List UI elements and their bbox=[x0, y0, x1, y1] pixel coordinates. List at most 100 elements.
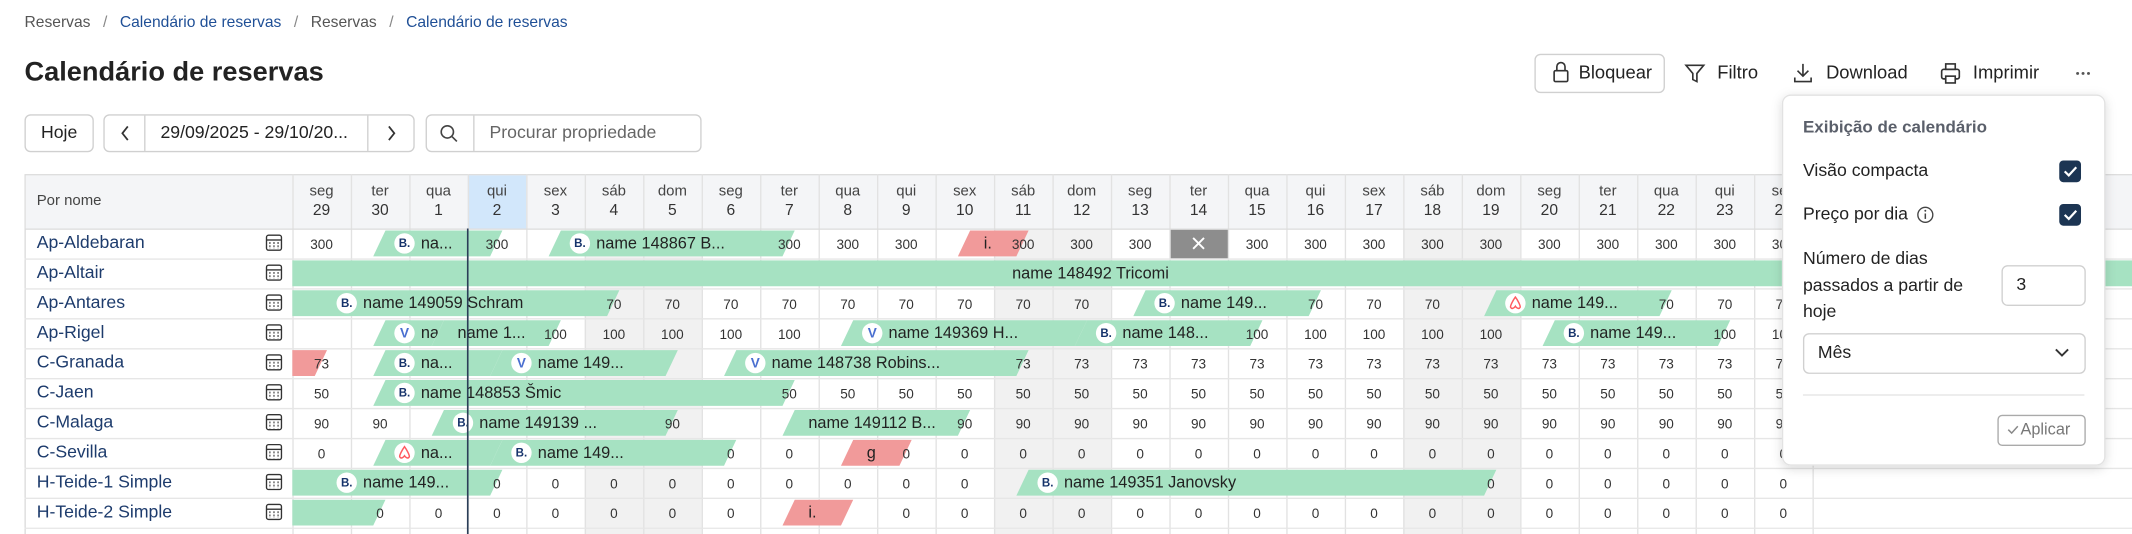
next-button[interactable] bbox=[388, 125, 396, 141]
day-label: 1 bbox=[434, 202, 443, 219]
booking[interactable]: B. name 149059 Schram bbox=[256, 290, 620, 317]
property-name[interactable]: Ap-Aldebaran bbox=[37, 232, 145, 252]
price: 0 bbox=[376, 506, 384, 521]
booking[interactable]: i. bbox=[782, 499, 854, 526]
property-name[interactable]: C-Malaga bbox=[37, 412, 114, 432]
price: 0 bbox=[902, 446, 910, 461]
booking[interactable]: na... bbox=[373, 439, 503, 466]
day-label: 4 bbox=[610, 202, 619, 219]
action-imprimir[interactable]: Imprimir bbox=[1940, 61, 2040, 84]
checkbox-check bbox=[2063, 210, 2078, 221]
booking[interactable]: B. name 149139 ... bbox=[431, 409, 678, 436]
breadcrumb[interactable]: Calendário de reservas bbox=[120, 14, 282, 31]
weekday-label: seg bbox=[1128, 183, 1152, 200]
search-icon bbox=[451, 136, 458, 142]
calendar-icon[interactable] bbox=[265, 264, 283, 281]
view-select[interactable] bbox=[1802, 333, 2086, 374]
days-input[interactable] bbox=[2001, 265, 2086, 306]
calendar-icon[interactable] bbox=[265, 234, 283, 251]
calendar-icon[interactable] bbox=[265, 324, 283, 341]
search[interactable]: Procurar propriedade bbox=[425, 114, 702, 153]
booking-label: name 149351 Janovsky bbox=[1064, 474, 1237, 492]
breadcrumb[interactable]: Calendário de reservas bbox=[406, 14, 568, 31]
booking[interactable] bbox=[256, 499, 386, 526]
action-filtro[interactable]: Filtro bbox=[1684, 61, 1758, 83]
price: 50 bbox=[1425, 387, 1441, 402]
property-name[interactable]: C-Granada bbox=[37, 352, 125, 372]
booking[interactable]: B. name 148... bbox=[1074, 320, 1263, 347]
price: 0 bbox=[1195, 446, 1203, 461]
channel-icon bbox=[1037, 472, 1058, 493]
price: 50 bbox=[1133, 387, 1149, 402]
action-download[interactable]: Download bbox=[1793, 61, 1908, 83]
booking[interactable]: B. name 148853 Šmic bbox=[373, 380, 795, 406]
price: 0 bbox=[1546, 446, 1554, 461]
price: 0 bbox=[1370, 446, 1378, 461]
booking[interactable]: B. name 149... bbox=[1542, 320, 1731, 347]
calendar-icon[interactable] bbox=[265, 294, 283, 311]
booking[interactable]: B. na... bbox=[373, 350, 503, 376]
property-name[interactable]: Ap-Antares bbox=[37, 292, 125, 312]
booking[interactable]: g bbox=[840, 439, 912, 466]
check-icon bbox=[2007, 425, 2019, 435]
booking[interactable]: name 148492 Tricomi bbox=[256, 260, 2132, 287]
breadcrumb[interactable]: Reservas bbox=[311, 14, 377, 31]
checkbox[interactable] bbox=[2059, 203, 2082, 226]
booking[interactable]: name 149... bbox=[1484, 290, 1672, 317]
checkbox[interactable] bbox=[2059, 160, 2082, 183]
more-menu[interactable] bbox=[2076, 71, 2090, 75]
button-frame bbox=[1997, 414, 2086, 446]
price: 0 bbox=[1312, 446, 1320, 461]
property-name[interactable]: H-Teide-2 Simple bbox=[37, 501, 173, 521]
property-name[interactable]: Ap-Rigel bbox=[37, 322, 105, 342]
booking[interactable]: B. na... bbox=[373, 230, 503, 257]
price: 300 bbox=[1655, 237, 1678, 252]
checkbox-box bbox=[2059, 160, 2082, 183]
day-label: 14 bbox=[1190, 202, 1208, 219]
weekday-label: dom bbox=[1476, 183, 1505, 200]
price: 300 bbox=[1713, 237, 1736, 252]
booking[interactable] bbox=[256, 350, 328, 376]
property-name[interactable]: C-Jaen bbox=[37, 382, 94, 402]
calendar-icon[interactable] bbox=[265, 503, 283, 521]
property-name[interactable]: Ap-Altair bbox=[37, 262, 105, 282]
booking[interactable]: B. name 149351 Janovsky bbox=[1016, 469, 1497, 496]
calendar-icon[interactable] bbox=[265, 443, 283, 461]
calendar-icon[interactable] bbox=[265, 354, 283, 371]
booking[interactable]: B. name 149... bbox=[1133, 290, 1321, 317]
price: 90 bbox=[314, 417, 330, 432]
price: 50 bbox=[1600, 387, 1616, 402]
channel-icon bbox=[1505, 293, 1526, 314]
price: 0 bbox=[493, 506, 501, 521]
booking-bar bbox=[431, 320, 561, 347]
price: 50 bbox=[957, 387, 973, 402]
today-button[interactable]: Hoje bbox=[24, 114, 94, 153]
property-name[interactable]: H-Teide-1 Simple bbox=[37, 471, 173, 491]
booking[interactable]: i. bbox=[957, 230, 1029, 257]
info-icon[interactable] bbox=[1917, 206, 1934, 224]
booking-bar bbox=[782, 499, 854, 526]
booking[interactable]: name 149112 B... bbox=[782, 409, 971, 436]
booking[interactable]: B. name 148867 B... bbox=[548, 230, 795, 257]
price: 0 bbox=[1253, 506, 1261, 521]
calendar-icon[interactable] bbox=[265, 473, 283, 491]
breadcrumb[interactable]: Reservas bbox=[24, 14, 90, 31]
booking[interactable]: B. name 149... bbox=[490, 439, 737, 466]
day-label: 15 bbox=[1248, 202, 1266, 219]
price: 0 bbox=[1779, 476, 1787, 491]
calendar-icon[interactable] bbox=[265, 384, 283, 401]
apply-button[interactable]: Aplicar bbox=[1997, 414, 2086, 446]
property-name[interactable]: C-Sevilla bbox=[37, 441, 108, 461]
weekday-label: qua bbox=[1245, 183, 1271, 200]
day-label: 22 bbox=[1658, 202, 1675, 219]
button-frame bbox=[24, 114, 94, 153]
booking[interactable]: name 1... bbox=[431, 320, 561, 347]
booking[interactable]: B. name 149... bbox=[256, 469, 503, 496]
calendar-icon[interactable] bbox=[265, 414, 283, 431]
action-bloquear[interactable]: Bloquear bbox=[1534, 53, 1665, 94]
prev-button[interactable] bbox=[121, 125, 129, 141]
range-label[interactable]: 29/09/2025 - 29/10/20... bbox=[160, 122, 348, 142]
